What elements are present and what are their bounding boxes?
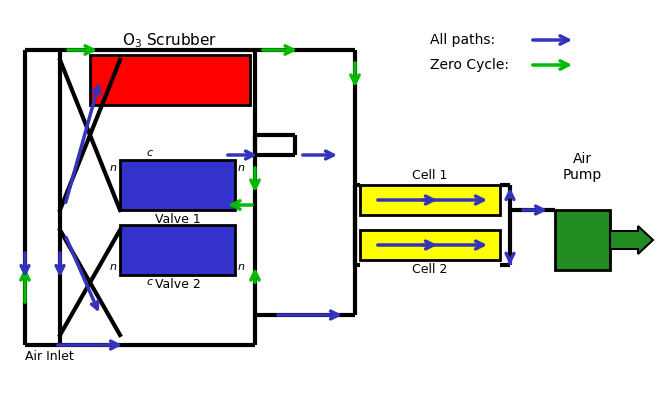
Text: Valve 2: Valve 2	[155, 278, 201, 291]
Bar	[360, 185, 500, 215]
FancyArrow shape	[610, 226, 653, 254]
Text: c: c	[147, 148, 153, 158]
Bar	[360, 230, 500, 260]
Text: Zero Cycle:: Zero Cycle:	[430, 58, 509, 72]
Text: Cell 1: Cell 1	[412, 169, 447, 182]
Text: Cell 2: Cell 2	[412, 263, 447, 276]
Text: Air
Pump: Air Pump	[563, 152, 602, 182]
Text: Air Inlet: Air Inlet	[25, 350, 74, 363]
Bar	[120, 225, 235, 275]
Bar	[120, 160, 235, 210]
Bar	[555, 210, 610, 270]
Text: n: n	[238, 163, 245, 173]
Text: All paths:: All paths:	[430, 33, 495, 47]
Bar	[90, 55, 250, 105]
Text: Valve 1: Valve 1	[155, 213, 201, 226]
Text: c: c	[147, 277, 153, 287]
Text: n: n	[238, 262, 245, 272]
Text: O$_3$ Scrubber: O$_3$ Scrubber	[122, 31, 217, 50]
Text: n: n	[110, 163, 117, 173]
Text: n: n	[110, 262, 117, 272]
